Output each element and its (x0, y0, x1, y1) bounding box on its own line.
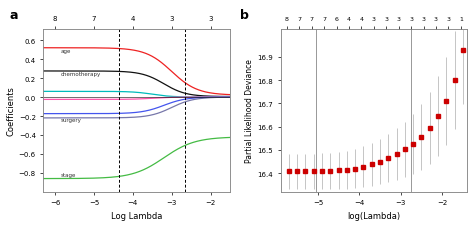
Text: a: a (10, 9, 18, 22)
Text: b: b (239, 9, 248, 22)
X-axis label: log(Lambda): log(Lambda) (347, 211, 401, 220)
Y-axis label: Partial Likelihood Deviance: Partial Likelihood Deviance (246, 59, 255, 163)
Text: age: age (61, 49, 72, 54)
Text: stage: stage (61, 173, 76, 178)
Y-axis label: Coefficients: Coefficients (7, 86, 16, 136)
Text: surgery: surgery (61, 118, 82, 123)
Text: chemotherapy: chemotherapy (61, 72, 101, 77)
X-axis label: Log Lambda: Log Lambda (111, 211, 163, 220)
